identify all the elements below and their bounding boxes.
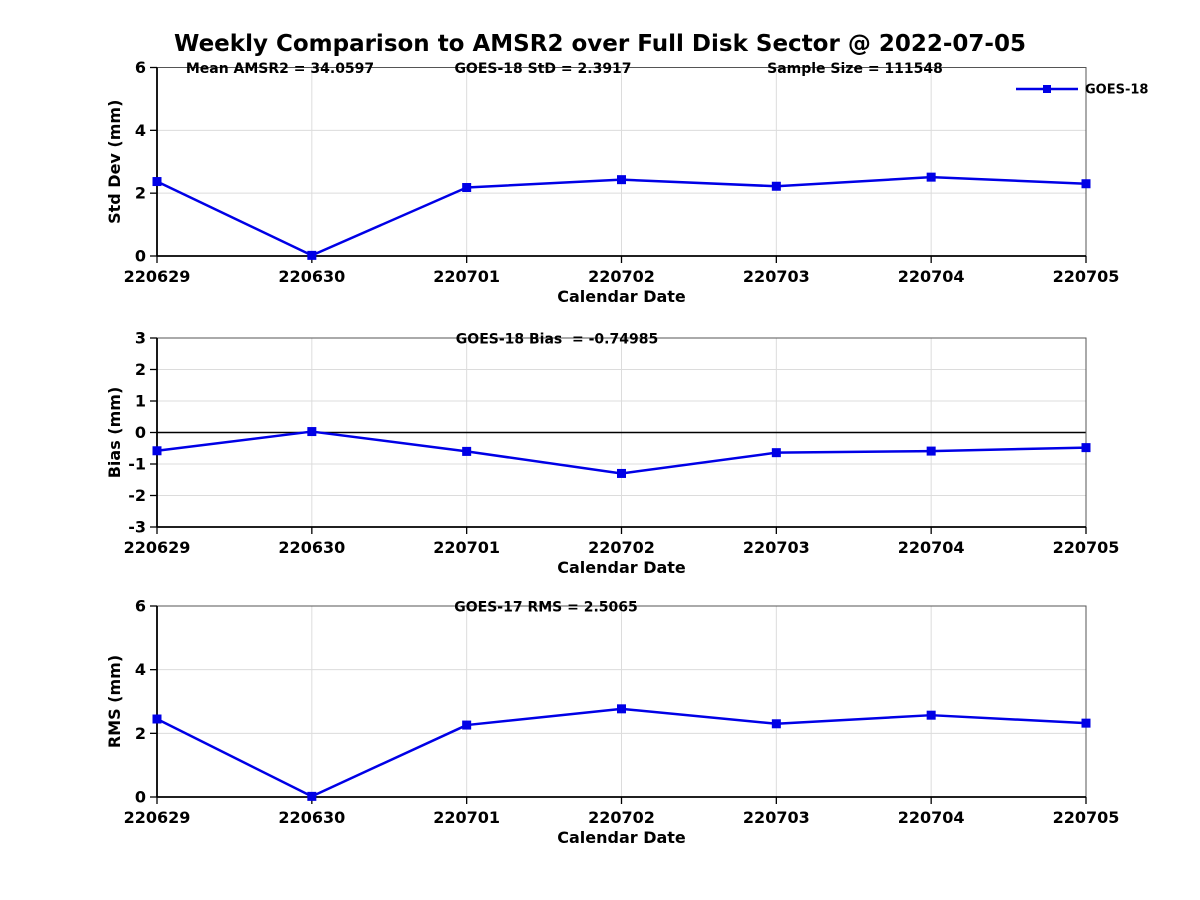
x-tick-label: 220629 (124, 538, 191, 557)
x-tick-label: 220701 (433, 267, 500, 286)
figure-title: Weekly Comparison to AMSR2 over Full Dis… (174, 31, 1026, 57)
annotation: Sample Size = 111548 (767, 61, 943, 77)
y-tick-label: 4 (135, 121, 146, 140)
data-point-marker (771, 448, 781, 458)
y-tick-label: -1 (128, 455, 146, 474)
data-point-marker (1081, 179, 1091, 189)
data-point-marker (1081, 718, 1091, 728)
data-point-marker (307, 791, 317, 801)
x-tick-label: 220702 (588, 267, 655, 286)
y-tick-label: 0 (135, 247, 146, 266)
y-tick-label: 2 (135, 724, 146, 743)
x-tick-label: 220701 (433, 808, 500, 827)
y-tick-label: 6 (135, 58, 146, 77)
subplot-1: 220629 220630 220701 220702 220703 220704 2207… (105, 58, 1148, 306)
x-axis-label: Calendar Date (557, 558, 686, 577)
x-axis-label: Calendar Date (557, 828, 686, 847)
x-axis-label: Calendar Date (557, 287, 686, 306)
subplot-3: 220629 220630 220701 220702 220703 220704 2207… (105, 597, 1119, 848)
y-tick-label: 4 (135, 660, 146, 679)
data-point-marker (617, 468, 626, 478)
y-tick-label: 3 (135, 329, 146, 348)
annotation: Mean AMSR2 = 34.0597 (186, 61, 374, 77)
data-point-marker (307, 427, 317, 437)
y-tick-label: -2 (128, 486, 146, 505)
x-tick-label: 220630 (278, 808, 345, 827)
data-point-marker (462, 720, 472, 730)
data-point-marker (152, 446, 162, 456)
y-tick-label: 1 (135, 392, 146, 411)
x-tick-label: 220703 (743, 267, 810, 286)
y-tick-label: -3 (128, 518, 146, 537)
legend-label: GOES-18 (1085, 83, 1148, 98)
y-tick-label: 2 (135, 360, 146, 379)
y-axis-label: RMS (mm) (105, 655, 124, 748)
data-point-marker (307, 250, 317, 260)
data-point-marker (152, 714, 162, 724)
y-tick-label: 2 (135, 184, 146, 203)
data-point-marker (462, 183, 472, 193)
data-point-marker (152, 177, 162, 187)
x-tick-label: 220703 (743, 538, 810, 557)
x-tick-label: 220703 (743, 808, 810, 827)
x-tick-label: 220705 (1053, 538, 1120, 557)
x-tick-label: 220702 (588, 538, 655, 557)
data-point-marker (462, 446, 472, 456)
data-point-marker (1081, 443, 1091, 453)
y-tick-label: 0 (135, 423, 146, 442)
data-point-marker (926, 710, 936, 720)
y-axis-label: Std Dev (mm) (105, 100, 124, 224)
x-tick-label: 220629 (124, 808, 191, 827)
x-tick-label: 220705 (1053, 808, 1120, 827)
data-point-marker (617, 704, 626, 714)
annotation: GOES-18 Bias = -0.74985 (456, 332, 658, 348)
x-tick-label: 220630 (278, 538, 345, 557)
x-tick-label: 220701 (433, 538, 500, 557)
y-axis-label: Bias (mm) (105, 387, 124, 479)
legend-marker (1043, 85, 1051, 93)
y-tick-label: 0 (135, 788, 146, 807)
x-tick-label: 220630 (278, 267, 345, 286)
data-point-marker (617, 175, 626, 185)
data-point-marker (771, 181, 781, 191)
y-tick-label: 6 (135, 597, 146, 616)
x-tick-label: 220705 (1053, 267, 1120, 286)
data-point-marker (926, 446, 936, 456)
data-point-marker (771, 719, 781, 729)
annotation: GOES-17 RMS = 2.5065 (454, 600, 638, 616)
annotation: GOES-18 StD = 2.3917 (454, 61, 631, 77)
x-tick-label: 220629 (124, 267, 191, 286)
subplot-2: 220629 220630 220701 220702 220703 220704 2207… (105, 329, 1119, 578)
data-point-marker (926, 172, 936, 182)
x-tick-label: 220702 (588, 808, 655, 827)
x-tick-label: 220704 (898, 808, 965, 827)
x-tick-label: 220704 (898, 538, 965, 557)
x-tick-label: 220704 (898, 267, 965, 286)
legend: GOES-18 (1016, 83, 1148, 98)
